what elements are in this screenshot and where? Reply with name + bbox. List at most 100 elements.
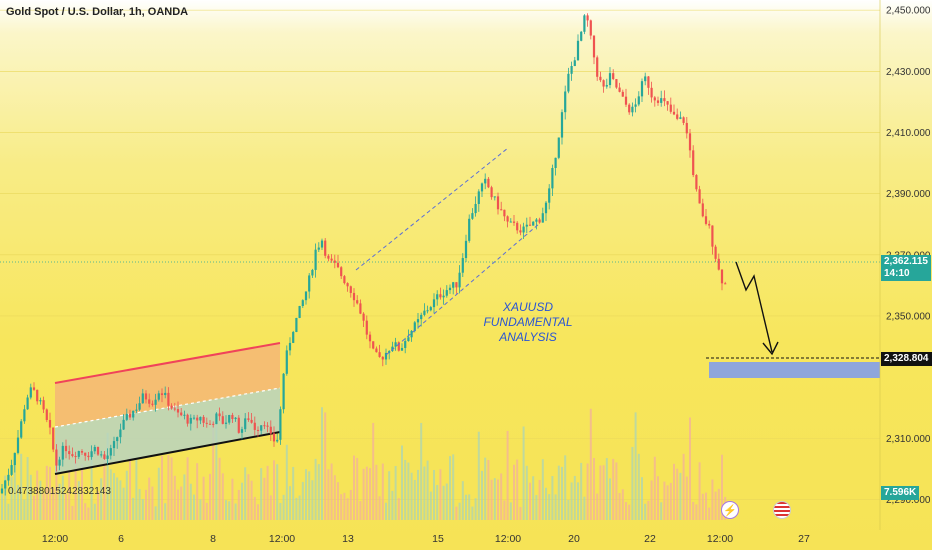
candle-body <box>628 104 631 113</box>
volume-bar <box>39 480 42 520</box>
volume-bar <box>663 481 666 520</box>
volume-bar <box>509 502 512 520</box>
volume-bar <box>621 489 624 520</box>
volume-bar <box>618 493 621 520</box>
candle-body <box>304 291 308 301</box>
candle-body <box>128 413 132 418</box>
candle-body <box>112 441 116 449</box>
volume-bar <box>45 465 48 520</box>
volume-bar <box>705 492 707 520</box>
candle-body <box>343 276 346 284</box>
volume-bar <box>337 482 339 520</box>
candle-body <box>228 414 231 423</box>
volume-bar <box>247 474 250 520</box>
candle-body <box>320 240 324 248</box>
volume-bar <box>490 479 493 520</box>
candle-body <box>240 429 244 433</box>
volume-bar <box>193 494 195 520</box>
candle-body <box>404 341 407 348</box>
candle-body <box>138 403 141 410</box>
volume-bar <box>631 446 634 520</box>
candle-body <box>688 133 692 151</box>
volume-bar <box>269 495 272 520</box>
volume-bar <box>666 485 669 520</box>
candle-body <box>183 414 186 416</box>
volume-bar <box>7 503 10 520</box>
candle-body <box>119 429 122 438</box>
volume-bar <box>145 489 147 520</box>
volume-bar <box>685 476 688 520</box>
volume-bar <box>173 475 176 520</box>
candle-body <box>650 87 653 98</box>
candle-body <box>144 393 148 400</box>
candle-body <box>685 122 688 134</box>
volume-bar <box>420 422 423 520</box>
time-axis-label: 13 <box>342 533 354 545</box>
volume-bar <box>487 459 490 520</box>
volume-bar <box>186 457 189 520</box>
volume-bar <box>388 471 391 520</box>
volume-bar <box>253 496 256 520</box>
candle-body <box>506 216 509 222</box>
volume-bar <box>225 500 227 520</box>
candle-body <box>548 188 551 203</box>
volume-bar <box>589 408 592 520</box>
candle-body <box>410 330 413 338</box>
volume-bar <box>74 461 77 520</box>
volume-bar <box>426 460 429 520</box>
volume-bar <box>135 458 138 520</box>
volume-bar <box>33 495 35 520</box>
volume-bar <box>234 503 237 520</box>
volume-bar <box>378 496 381 520</box>
volume-bar <box>516 459 519 520</box>
volume-bar <box>250 480 253 520</box>
candle-body <box>560 112 564 138</box>
volume-bar <box>577 482 579 520</box>
candle-body <box>583 15 586 32</box>
volume-bar <box>26 457 29 520</box>
candle-body <box>692 150 695 176</box>
volume-bar <box>170 457 173 520</box>
volume-bar <box>407 462 410 520</box>
time-axis-label: 12:00 <box>42 533 68 545</box>
candle-body <box>234 417 237 420</box>
candle-body <box>208 423 212 425</box>
volume-bar <box>13 454 16 520</box>
volume-bar <box>77 481 80 520</box>
candle-body <box>535 219 538 222</box>
forecast-path <box>735 261 773 353</box>
volume-bar <box>445 483 448 520</box>
target-price-tag: 2,328.804 <box>881 352 932 366</box>
candle-body <box>250 419 253 423</box>
candle-body <box>164 392 167 396</box>
volume-bar <box>71 505 74 520</box>
volume-bar <box>109 469 112 520</box>
volume-bar <box>372 422 375 520</box>
lightning-icon[interactable]: ⚡ <box>721 501 739 519</box>
candle-body <box>372 341 375 349</box>
time-axis-label: 27 <box>798 533 810 545</box>
time-axis-label: 12:00 <box>269 533 295 545</box>
volume-bar <box>711 479 714 520</box>
candle-body <box>471 213 474 219</box>
channel-top-line <box>54 342 281 384</box>
candle-body <box>247 418 250 420</box>
candle-body <box>340 267 343 277</box>
candle-body <box>602 80 605 87</box>
candle-body <box>701 203 704 217</box>
volume-bar <box>167 454 170 520</box>
volume-bar <box>599 465 602 520</box>
volume-bar <box>714 491 717 520</box>
candle-body <box>68 451 71 455</box>
volume-bar <box>695 504 698 520</box>
candle-body <box>221 416 224 424</box>
candle-body <box>631 106 634 113</box>
volume-bar <box>231 478 234 520</box>
us-flag-icon[interactable] <box>773 501 791 519</box>
volume-bar <box>557 465 560 520</box>
candle-body <box>660 98 663 103</box>
volume-bar <box>292 466 295 520</box>
volume-bar <box>401 445 403 520</box>
